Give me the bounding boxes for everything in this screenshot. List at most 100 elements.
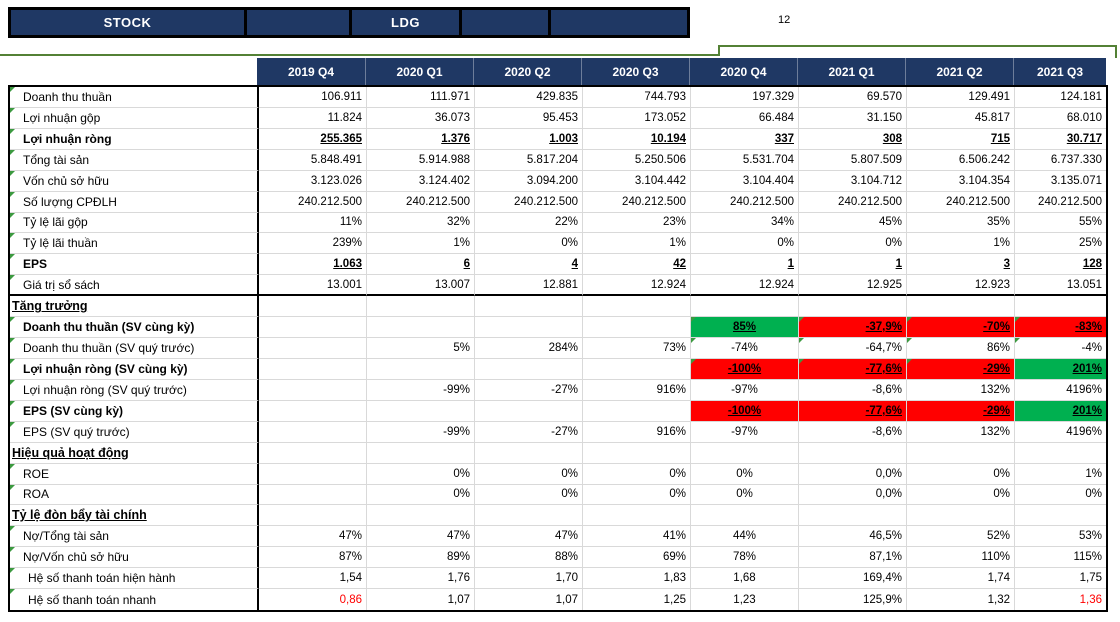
cell[interactable]: 124.181	[1015, 87, 1106, 108]
cell[interactable]	[259, 463, 367, 485]
cell[interactable]: 1,83	[583, 568, 691, 590]
row-label[interactable]: Tăng trưởng	[10, 296, 259, 318]
cell[interactable]: 10.194	[583, 128, 691, 150]
cell[interactable]: 13.051	[1015, 275, 1106, 297]
cell[interactable]: 22%	[475, 212, 583, 234]
cell[interactable]	[259, 379, 367, 401]
cell[interactable]	[367, 358, 475, 380]
cell[interactable]: 715	[907, 128, 1015, 150]
cell[interactable]: 1,76	[367, 568, 475, 590]
row-label[interactable]: Giá trị sổ sách	[10, 275, 259, 297]
cell[interactable]: 5%	[367, 338, 475, 359]
cell[interactable]: -99%	[367, 421, 475, 443]
row-label[interactable]: Doanh thu thuần (SV quý trước)	[10, 338, 259, 359]
cell[interactable]: 132%	[907, 379, 1015, 401]
cell[interactable]: 12.925	[799, 275, 907, 297]
cell[interactable]: 47%	[367, 526, 475, 548]
cell[interactable]: 106.911	[259, 87, 367, 108]
cell[interactable]: -4%	[1015, 338, 1106, 359]
cell[interactable]: -83%	[1015, 317, 1106, 339]
cell[interactable]: 0%	[583, 463, 691, 485]
cell[interactable]: 47%	[259, 526, 367, 548]
cell[interactable]	[691, 442, 799, 464]
cell[interactable]: 42	[583, 254, 691, 276]
cell[interactable]: -8,6%	[799, 421, 907, 443]
cell[interactable]: 173.052	[583, 107, 691, 129]
cell[interactable]: 88%	[475, 547, 583, 569]
cell[interactable]	[259, 421, 367, 443]
cell[interactable]	[367, 296, 475, 318]
cell[interactable]: 284%	[475, 338, 583, 359]
cell[interactable]: -27%	[475, 421, 583, 443]
column-header[interactable]: 2020 Q3	[581, 58, 689, 85]
cell[interactable]	[475, 400, 583, 422]
cell[interactable]: 31.150	[799, 107, 907, 129]
cell[interactable]	[259, 442, 367, 464]
cell[interactable]: 0%	[907, 484, 1015, 506]
cell[interactable]: 1,36	[1079, 593, 1102, 606]
cell[interactable]: -77,6%	[799, 358, 907, 380]
stock-label-cell[interactable]: STOCK	[11, 10, 247, 35]
cell[interactable]: 1.063	[259, 254, 367, 276]
cell[interactable]: 0,0%	[799, 463, 907, 485]
cell[interactable]	[367, 442, 475, 464]
cell[interactable]	[259, 358, 367, 380]
cell[interactable]: 240.212.500	[907, 191, 1015, 213]
cell[interactable]: 0%	[475, 484, 583, 506]
cell[interactable]	[475, 317, 583, 339]
cell[interactable]: 5.817.204	[475, 149, 583, 171]
cell[interactable]: 3.124.402	[367, 170, 475, 192]
cell[interactable]	[259, 296, 367, 318]
cell[interactable]: 85%	[691, 317, 799, 339]
cell[interactable]: 3.135.071	[1015, 171, 1106, 192]
cell[interactable]: 308	[799, 128, 907, 150]
cell[interactable]: 1,68	[691, 568, 799, 590]
cell[interactable]: 916%	[583, 379, 691, 401]
cell[interactable]: 3.123.026	[259, 170, 367, 192]
cell[interactable]: 0%	[691, 484, 799, 506]
cell[interactable]: -64,7%	[799, 338, 907, 359]
cell[interactable]: 36.073	[367, 107, 475, 129]
cell[interactable]: 52%	[907, 526, 1015, 548]
cell[interactable]: 4196%	[1015, 380, 1106, 401]
stock-header-empty-cell-2[interactable]	[462, 10, 551, 35]
cell[interactable]	[475, 505, 583, 527]
cell[interactable]: 240.212.500	[691, 191, 799, 213]
cell[interactable]: 1,70	[475, 568, 583, 590]
cell[interactable]: 1	[799, 254, 907, 276]
cell[interactable]: 1	[691, 254, 799, 276]
cell[interactable]: 1,75	[1015, 568, 1106, 590]
cell[interactable]: 44%	[691, 526, 799, 548]
cell[interactable]: -29%	[907, 358, 1015, 380]
cell[interactable]: 0%	[583, 484, 691, 506]
cell[interactable]	[1015, 505, 1106, 527]
cell[interactable]: 68.010	[1015, 108, 1106, 129]
cell[interactable]: 916%	[583, 421, 691, 443]
cell[interactable]: 5.250.506	[583, 149, 691, 171]
cell[interactable]: 0%	[475, 463, 583, 485]
cell[interactable]: 30.717	[1015, 129, 1106, 150]
cell[interactable]: 201%	[1015, 358, 1106, 380]
cell[interactable]: 169,4%	[799, 568, 907, 590]
cell[interactable]: 255.365	[259, 128, 367, 150]
row-label[interactable]: ROA	[10, 484, 259, 506]
cell[interactable]: 23%	[583, 212, 691, 234]
cell[interactable]: 13.001	[259, 275, 367, 297]
cell[interactable]: 240.212.500	[259, 191, 367, 213]
row-label[interactable]: Tỷ lệ lãi thuần	[10, 233, 259, 255]
cell[interactable]: 1,32	[907, 589, 1015, 611]
cell[interactable]: -37,9%	[799, 317, 907, 339]
cell[interactable]: 95.453	[475, 107, 583, 129]
cell[interactable]: 5.531.704	[691, 149, 799, 171]
row-label[interactable]: Tỷ lệ lãi gộp	[10, 212, 259, 234]
cell[interactable]: 12.924	[691, 275, 799, 297]
cell[interactable]: 1,74	[907, 568, 1015, 590]
cell[interactable]: 47%	[475, 526, 583, 548]
cell[interactable]: 34%	[691, 212, 799, 234]
row-label[interactable]: Số lượng CPĐLH	[10, 191, 259, 213]
cell[interactable]: 0%	[1015, 485, 1106, 506]
cell[interactable]: 12.924	[583, 275, 691, 297]
cell[interactable]: 1,07	[475, 589, 583, 611]
cell[interactable]: -100%	[691, 358, 799, 380]
cell[interactable]: 1%	[367, 233, 475, 255]
